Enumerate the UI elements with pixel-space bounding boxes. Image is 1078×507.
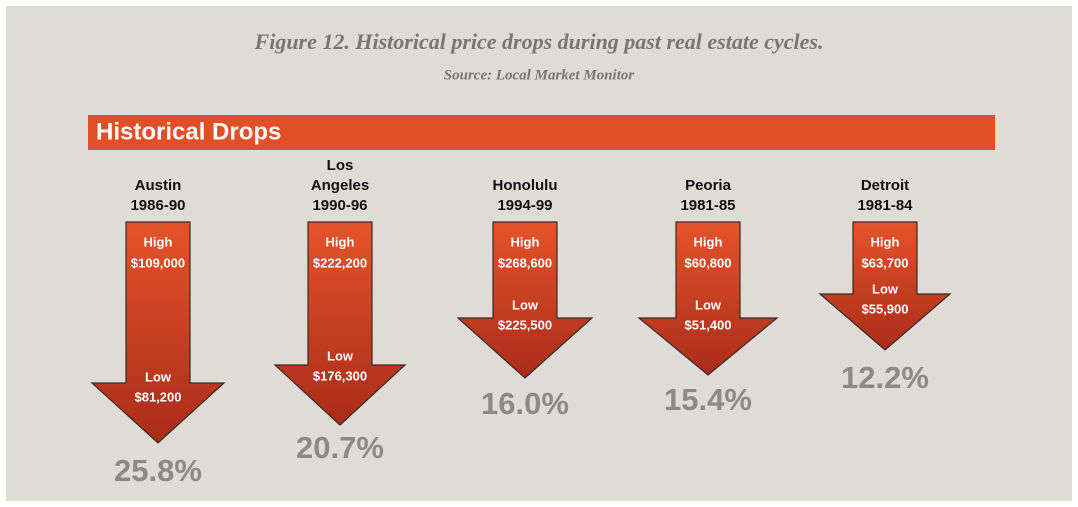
high-value: $60,800: [685, 255, 732, 270]
low-value: $225,500: [498, 317, 552, 332]
city-period: 1981-85: [680, 197, 736, 214]
city-label: Austin 1986-90: [116, 146, 200, 216]
city-period: 1986-90: [130, 197, 186, 214]
low-value: $51,400: [685, 317, 732, 332]
down-arrow: [818, 221, 952, 351]
city-city: Austin: [134, 177, 182, 194]
city-label: Honolulu 1994-99: [483, 146, 567, 216]
high-label: High: [144, 234, 173, 249]
high-label: High: [694, 234, 723, 249]
low-value: $55,900: [862, 301, 909, 316]
figure-title: Figure 12. Historical price drops during…: [254, 29, 824, 54]
low-value: $81,200: [135, 389, 182, 404]
city-city: Detroit: [860, 177, 910, 194]
drop-percent: 15.4%: [664, 382, 752, 417]
city-label: Detroit 1981-84: [843, 146, 927, 216]
low-label: Low: [145, 369, 172, 384]
low-label: Low: [695, 297, 722, 312]
high-value: $63,700: [862, 255, 909, 270]
high-label: High: [511, 234, 540, 249]
city-period: 1994-99: [497, 197, 553, 214]
drop-percent: 12.2%: [841, 360, 929, 395]
down-arrow: [456, 221, 594, 379]
banner: [88, 115, 995, 150]
low-label: Low: [872, 281, 899, 296]
drop-percent: 25.8%: [114, 453, 202, 488]
high-value: $222,200: [313, 255, 367, 270]
low-label: Low: [512, 297, 539, 312]
figure-source: Source: Local Market Monitor: [444, 67, 635, 83]
drop-percent: 16.0%: [481, 386, 569, 421]
low-value: $176,300: [313, 368, 367, 383]
city-period: 1990-96: [312, 197, 368, 214]
city-city: Peoria: [685, 177, 731, 194]
down-arrow: [637, 221, 779, 376]
city-label: Los Angeles 1990-96: [298, 146, 382, 216]
city-period: 1981-84: [857, 197, 913, 214]
city-city: Honolulu: [492, 177, 558, 194]
drop-percent: 20.7%: [296, 430, 384, 465]
high-label: High: [326, 234, 355, 249]
city-city: Los Angeles: [310, 157, 370, 194]
city-label: Peoria 1981-85: [666, 146, 750, 216]
high-label: High: [871, 234, 900, 249]
high-value: $109,000: [131, 255, 185, 270]
down-arrow: [273, 221, 407, 426]
high-value: $268,600: [498, 255, 552, 270]
low-label: Low: [327, 348, 354, 363]
banner-text: Historical Drops: [96, 118, 281, 145]
down-arrow: [90, 221, 226, 444]
